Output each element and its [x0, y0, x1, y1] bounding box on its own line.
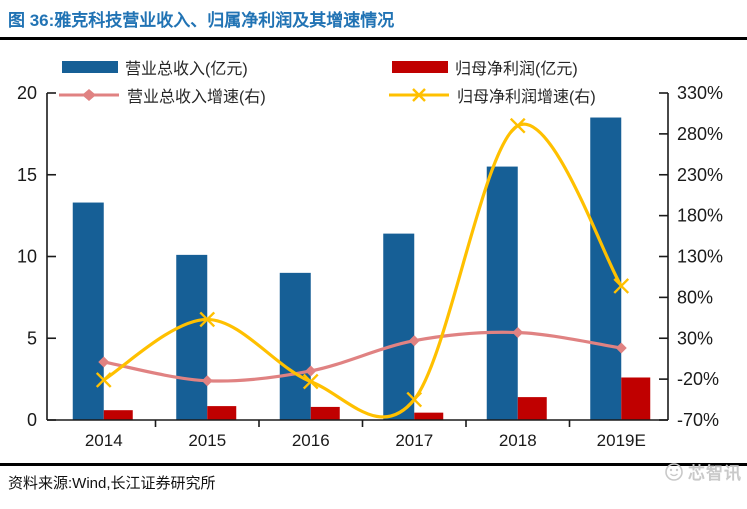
diamond-marker	[615, 342, 627, 354]
bar-revenue	[486, 166, 518, 420]
figure-caption-text: 雅克科技营业收入、归属净利润及其增速情况	[54, 11, 395, 30]
left-axis-tick-label: 20	[17, 83, 37, 103]
combo-chart: 0 5 10 15 20 -70% -20% 30% 80% 130% 180% 230% 280% 33…	[17, 83, 723, 450]
diamond-marker	[305, 365, 317, 377]
right-axis-tick-label: -20%	[677, 369, 719, 389]
left-axis-tick-label: 0	[27, 410, 37, 430]
watermark: 芯智讯	[664, 459, 742, 484]
bar-net-profit	[103, 410, 133, 420]
watermark-logo-icon	[665, 462, 683, 481]
x-marker	[509, 117, 526, 134]
x-axis-category-label: 2018	[499, 431, 537, 450]
x-axis-category-label: 2014	[85, 431, 123, 450]
axes	[46, 92, 669, 427]
x-axis-category-label: 2015	[188, 431, 226, 450]
right-axis-tick-label: 330%	[677, 83, 723, 103]
bar-revenue	[279, 272, 311, 420]
bar-revenue	[72, 202, 104, 420]
diamond-marker	[98, 356, 110, 368]
right-axis-tick-label: 130%	[677, 247, 723, 267]
right-axis-tick-label: 180%	[677, 206, 723, 226]
x-axis-category-label: 2016	[292, 431, 330, 450]
left-axis-tick-label: 5	[27, 328, 37, 348]
bar-net-profit	[310, 406, 340, 420]
x-axis-category-label: 2017	[395, 431, 433, 450]
chart-area: 0 5 10 15 20 -70% -20% 30% 80% 130% 180% 230% 280% 33…	[0, 41, 747, 463]
line-profit-growth	[95, 117, 630, 419]
x-marker	[613, 278, 630, 294]
line-revenue-growth	[98, 327, 627, 387]
x-axis-category-label: 2019E	[597, 431, 646, 450]
right-axis-tick-label: 30%	[677, 328, 713, 348]
top-divider	[0, 37, 747, 40]
bar-net-profit	[207, 406, 237, 420]
bar-revenue	[176, 254, 208, 420]
right-axis-tick-label: 230%	[677, 165, 723, 185]
right-axis-tick-label: -70%	[677, 410, 719, 430]
diamond-marker	[201, 375, 213, 387]
bar-net-profit	[414, 412, 444, 420]
bar-revenue	[383, 233, 415, 420]
bottom-divider	[0, 463, 747, 466]
left-axis-tick-label: 10	[17, 247, 37, 267]
x-marker	[199, 311, 216, 328]
source-note: 资料来源:Wind,长江证券研究所	[8, 475, 216, 492]
diamond-marker	[512, 327, 524, 339]
figure-caption: 图 36:雅克科技营业收入、归属净利润及其增速情况	[8, 6, 394, 31]
x-marker	[302, 373, 319, 390]
right-axis-tick-label: 280%	[677, 124, 723, 144]
growth-line-path	[102, 330, 623, 383]
figure-caption-prefix: 图 36:	[8, 11, 55, 30]
watermark-label: 芯智讯	[688, 464, 742, 483]
bar-net-profit	[621, 377, 651, 420]
bar-revenue	[590, 117, 622, 421]
bar-net-profit	[517, 397, 547, 420]
right-axis-tick-label: 80%	[677, 287, 713, 307]
x-marker	[406, 391, 423, 408]
x-marker	[95, 372, 112, 388]
left-axis-tick-label: 15	[17, 165, 37, 185]
diamond-marker	[408, 335, 420, 347]
